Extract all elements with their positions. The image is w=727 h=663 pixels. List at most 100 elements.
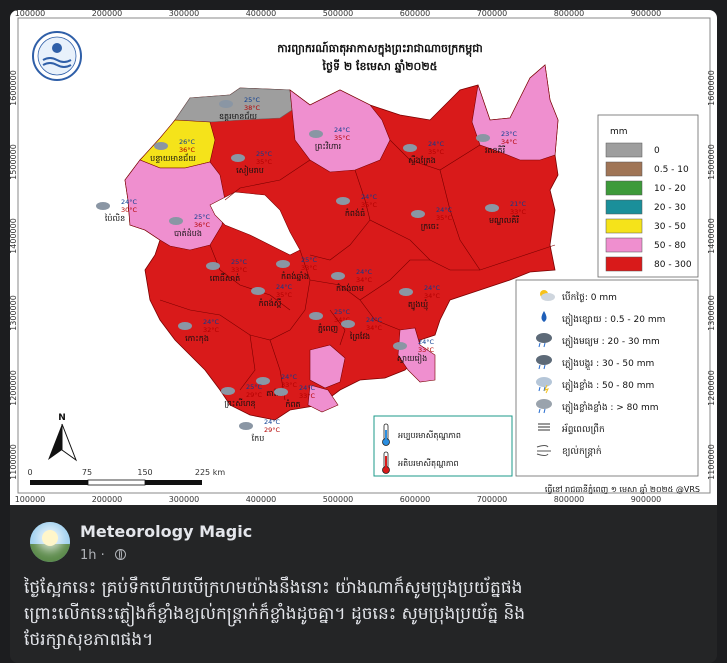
province-name: បាត់ដំបង bbox=[174, 228, 202, 238]
min-temp: 25°C bbox=[231, 258, 248, 266]
post-time[interactable]: 1h · bbox=[80, 548, 105, 563]
map-title: ការព្យាករណ៍ធាតុអាកាសក្នុងព្រះរាជាណាចក្រក… bbox=[277, 41, 482, 58]
weather-legend-label: ភ្លៀងបង្គួរ : 30 - 50 mm bbox=[562, 357, 654, 370]
x-tick-label: 400000 bbox=[246, 495, 277, 504]
max-temp: 32°C bbox=[203, 326, 220, 334]
scale-label: 75 bbox=[82, 468, 92, 477]
caption-line: ព្រោះលើកនេះភ្លៀងក៏ខ្លាំងខ្យល់កន្ត្រាក់ក៏… bbox=[24, 604, 526, 624]
min-temp: 24°C bbox=[281, 373, 298, 381]
max-temp: 29°C bbox=[264, 426, 281, 434]
weather-legend-label: ភ្លៀងខ្លាំងខ្លាំង : > 80 mm bbox=[562, 401, 659, 414]
min-temp: 24°C bbox=[203, 318, 220, 326]
legend-swatch bbox=[605, 218, 643, 234]
ministry-logo-icon bbox=[32, 31, 82, 81]
province-label: 24°C35°Cក្រចេះ bbox=[411, 206, 453, 231]
globe-icon bbox=[115, 549, 126, 560]
legend-label: 30 - 50 bbox=[654, 222, 686, 232]
rain-cloud-icon bbox=[536, 355, 552, 370]
caption-line: ថែរក្សាសុខភាពផង។ bbox=[24, 630, 154, 650]
y-tick-label: 1300000 bbox=[10, 295, 18, 331]
province-name: ឧត្តរមានជ័យ bbox=[219, 111, 257, 121]
north-arrow-icon: N bbox=[48, 413, 78, 462]
min-temp: 25°C bbox=[244, 96, 261, 104]
x-tick-label: 900000 bbox=[631, 495, 662, 504]
province-name: កំពត bbox=[285, 399, 300, 409]
max-temp: 35°C bbox=[334, 134, 351, 142]
max-temp: 36°C bbox=[194, 221, 211, 229]
legend-swatch bbox=[605, 142, 643, 158]
rain-cloud-icon bbox=[231, 154, 245, 162]
rain-cloud-icon bbox=[239, 422, 253, 430]
y-tick-label: 1200000 bbox=[10, 370, 18, 406]
weather-legend: បើកថ្ងៃ: 0 mm ភ្លៀងខ្សោយ : 0.5 - 20 mm ភ្ល… bbox=[515, 279, 699, 477]
rain-cloud-icon bbox=[411, 210, 425, 218]
cambodia-land bbox=[124, 64, 559, 421]
legend-swatch bbox=[605, 180, 643, 196]
max-temp: 38°C bbox=[244, 104, 261, 112]
post-body: Meteorology Magic 1h · ថ្ងៃស្អែកនេះ គ្រប… bbox=[10, 505, 717, 663]
max-temp: 34°C bbox=[356, 276, 373, 284]
rain-cloud-icon bbox=[403, 144, 417, 152]
x-tick-label: 700000 bbox=[477, 10, 508, 18]
max-temp: 34°C bbox=[334, 316, 351, 324]
temperature-legend: អប្បបរមាសីតុណ្ហភាព អតិបរមាសីតុណ្ហភាព bbox=[373, 415, 513, 477]
province-name: ព្រះសីហនុ bbox=[224, 398, 255, 409]
max-temp: 34°C bbox=[424, 292, 441, 300]
province-label: 24°C35°Cកំពង់ធំ bbox=[336, 193, 378, 218]
province-label: 25°C29°Cព្រះសីហនុ bbox=[221, 383, 263, 409]
forecast-map-image[interactable]: 100000 200000 300000 400000 500000 600000 7000… bbox=[10, 10, 717, 505]
page-avatar[interactable] bbox=[30, 522, 70, 562]
x-tick-label: 800000 bbox=[554, 495, 585, 504]
province-label: 24°C34°Cកំពង់ចាម bbox=[331, 268, 373, 293]
rain-cloud-icon bbox=[476, 134, 490, 142]
x-tick-label: 500000 bbox=[323, 10, 354, 18]
rain-cloud-icon bbox=[178, 322, 192, 330]
province-name: រតនគិរី bbox=[485, 145, 506, 155]
drop-icon bbox=[541, 311, 547, 322]
y-tick-label: 1600000 bbox=[10, 70, 18, 106]
y-tick-label: 1100000 bbox=[10, 444, 18, 480]
legend-label: 0.5 - 10 bbox=[654, 165, 689, 175]
rain-cloud-icon bbox=[251, 287, 265, 295]
y-tick-label: 1400000 bbox=[707, 218, 716, 254]
rain-cloud-icon bbox=[309, 130, 323, 138]
rain-cloud-icon bbox=[256, 377, 270, 385]
legend-swatch bbox=[605, 237, 643, 253]
page-name-link[interactable]: Meteorology Magic bbox=[80, 522, 253, 541]
province-name: ក្រចេះ bbox=[421, 222, 440, 231]
y-tick-label: 1300000 bbox=[707, 295, 716, 331]
x-tick-label: 400000 bbox=[246, 10, 277, 18]
province-label: 24°C33°Cកំពត bbox=[274, 384, 316, 409]
rain-cloud-icon bbox=[169, 217, 183, 225]
province-label: 21°C33°Cមណ្ឌលគិរី bbox=[485, 200, 527, 225]
forecast-map: 100000 200000 300000 400000 500000 600000 7000… bbox=[10, 10, 716, 504]
province-label: 25°C38°Cឧត្តរមានជ័យ bbox=[219, 96, 261, 121]
legend-label: 50 - 80 bbox=[654, 241, 686, 251]
y-tick-label: 1100000 bbox=[707, 444, 716, 480]
rain-cloud-icon bbox=[96, 202, 110, 210]
province-label: 25°C35°Cសៀមរាប bbox=[231, 150, 273, 176]
x-tick-label: 500000 bbox=[323, 495, 354, 504]
province-label: 24°C32°Cកោះកុង bbox=[178, 318, 220, 344]
x-tick-label: 300000 bbox=[169, 10, 200, 18]
caption-line: ថ្ងៃស្អែកនេះ គ្រប់ទឹកហើយបើក្រហមយ៉ាងនឹងនោ… bbox=[24, 578, 523, 598]
min-temp: 23°C bbox=[501, 130, 518, 138]
x-tick-label: 100000 bbox=[15, 10, 46, 18]
max-temp: 33°C bbox=[299, 392, 316, 400]
x-tick-label: 100000 bbox=[15, 495, 46, 504]
max-temp: 34°C bbox=[366, 324, 383, 332]
min-temp: 25°C bbox=[301, 256, 318, 264]
max-temp: 35°C bbox=[361, 201, 378, 209]
haze-icon bbox=[538, 423, 550, 431]
max-temp: 35°C bbox=[276, 291, 293, 299]
rain-cloud-icon bbox=[276, 260, 290, 268]
rain-legend: mm 0 0.5 - 10 10 - 20 20 - 30 30 - 50 50 - 80… bbox=[597, 114, 699, 278]
province-name: ភ្នំពេញ bbox=[318, 323, 338, 333]
max-temp: 33°C bbox=[418, 346, 435, 354]
province-label: 24°C34°Cត្បូងឃ្មុំ bbox=[399, 284, 441, 311]
province-name: កំពង់ឆ្នាំង bbox=[281, 271, 309, 281]
province-name: ពោធិ៍សាត់ bbox=[210, 272, 240, 283]
rain-cloud-icon bbox=[309, 312, 323, 320]
rain-cloud-icon bbox=[154, 142, 168, 150]
